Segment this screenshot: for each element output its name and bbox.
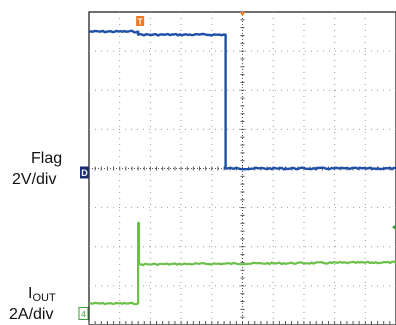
- iout-channel-marker-label: 4: [81, 309, 86, 319]
- iout-scale-label: 2A/div: [9, 306, 54, 323]
- traces: [88, 29, 396, 306]
- flag-label: Flag: [31, 150, 63, 167]
- flag-channel-marker-label: D: [81, 168, 88, 178]
- trigger-marker-icon: [136, 16, 145, 26]
- iout-level-marker-icon: [392, 224, 396, 231]
- iout-label: IOUT: [28, 285, 56, 304]
- trace-iout: [89, 221, 396, 306]
- iout-channel-marker-icon: [78, 306, 89, 320]
- markers: T D 4: [78, 12, 396, 320]
- trace-flag: [88, 29, 396, 171]
- flag-channel-marker-icon: [80, 166, 89, 179]
- trigger-position-icon: [239, 12, 246, 16]
- flag-scale-label: 2V/div: [12, 171, 57, 188]
- trigger-marker-label: T: [138, 18, 143, 27]
